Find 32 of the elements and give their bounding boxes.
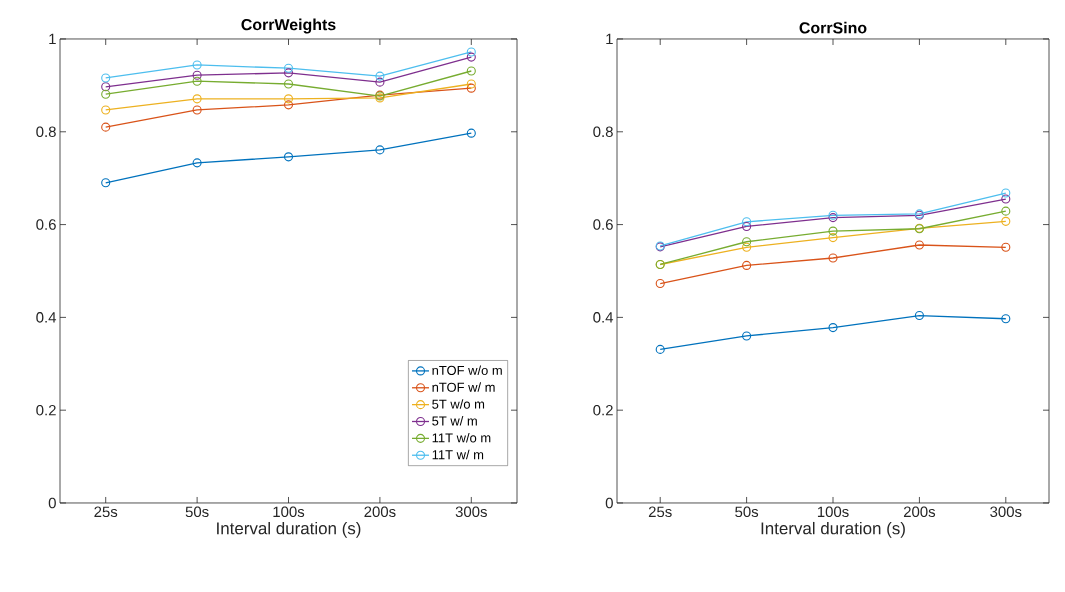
x-tick-label: 50s	[185, 506, 209, 518]
y-tick-label: 1	[49, 33, 56, 45]
legend-label: nTOF w/o m	[432, 365, 502, 375]
x-tick-label: 50s	[735, 506, 759, 518]
y-tick-label: 0.6	[36, 219, 56, 230]
x-tick-label: 300s	[990, 506, 1022, 518]
y-tick-label: 0.2	[593, 404, 613, 416]
x-tick-label: 200s	[903, 506, 936, 518]
chart-title: CorrSino	[799, 21, 867, 34]
legend-label: 5T w/ m	[432, 416, 477, 426]
x-tick-label: 25s	[648, 506, 672, 518]
legend-label: 11T w/o m	[432, 432, 491, 443]
y-tick-label: 0.8	[593, 126, 613, 138]
legend-label: nTOF w/ m	[432, 382, 495, 392]
x-tick-label: 200s	[364, 506, 396, 518]
y-tick-label: 0.6	[593, 219, 613, 230]
x-axis-title: Interval duration (s)	[761, 521, 905, 538]
y-tick-label: 0.4	[36, 312, 57, 323]
y-tick-label: 0	[605, 497, 613, 509]
x-axis-title: Interval duration (s)	[217, 521, 361, 538]
legend-label: 5T w/o m	[432, 399, 485, 409]
x-tick-label: 300s	[455, 506, 487, 518]
y-tick-label: 1	[606, 33, 613, 45]
y-tick-label: 0.8	[36, 126, 56, 138]
y-tick-label: 0.2	[36, 404, 56, 416]
x-tick-label: 25s	[94, 506, 118, 518]
x-tick-label: 100s	[273, 506, 305, 518]
legend-label: 11T w/ m	[432, 449, 484, 460]
y-tick-label: 0	[48, 497, 56, 509]
x-tick-label: 100s	[817, 506, 849, 518]
y-tick-label: 0.4	[593, 312, 614, 323]
chart-title: CorrWeights	[241, 18, 336, 34]
